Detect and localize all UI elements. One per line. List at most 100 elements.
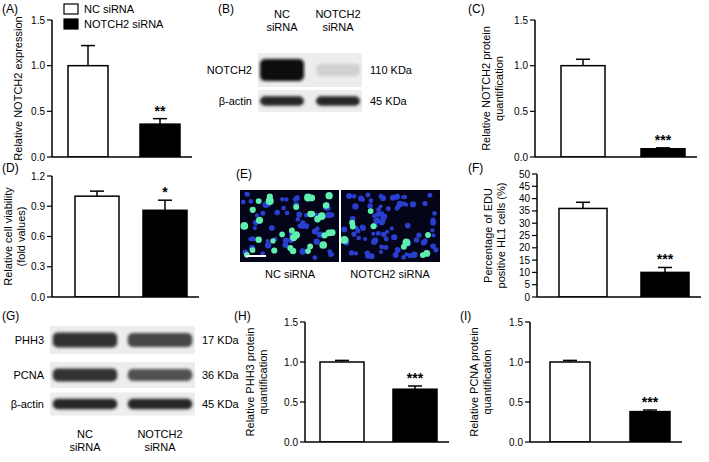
nucleus [391,234,397,240]
legend-swatch [64,19,78,29]
image-background [240,190,440,262]
y-tick-label: 0.5 [284,397,298,408]
panel-label: (A) [2,2,18,16]
edu-cell [368,208,374,214]
nucleus [371,232,375,236]
edu-cell [329,229,336,236]
error-line [87,46,89,66]
y-tick-label: 0.0 [31,152,45,163]
y-tick-label: 0.5 [509,397,523,408]
nucleus [248,237,252,241]
blot-band [128,369,193,381]
y-tick-label: 1.5 [509,317,523,328]
y-tick [530,156,535,157]
nucleus [414,237,419,242]
edu-cell [307,243,313,249]
axis-label: Relative NOTCH2 protein [480,26,492,151]
y-tick-label: 0.9 [31,201,45,212]
axis-label: (fold values) [15,207,27,267]
nucleus [356,236,361,241]
significance: *** [407,370,424,386]
panel-label: (I) [460,309,471,323]
nucleus [363,237,367,241]
y-tick [300,321,305,322]
significance: ** [155,103,166,119]
y-tick [530,111,535,112]
y-tick [47,111,52,112]
y-tick [525,321,530,322]
divider [339,190,341,262]
panel-label: (B) [218,2,234,16]
blot-strip [258,53,362,87]
image-label: NC siRNA [265,268,316,280]
bar-chart: (H)Relative PHH3 proteinquantification**… [234,309,449,448]
y-tick [47,19,52,20]
blot-band [53,333,118,348]
panel-label: (G) [2,309,19,323]
axis-label: positive HL1 cells (%) [495,183,507,289]
edu-cell [256,217,263,224]
error-bar [576,202,590,208]
y-tick-label: 1.0 [31,60,45,71]
row-label: β-actin [11,398,44,410]
nucleus [245,192,250,197]
y-tick-label: 1.0 [509,357,523,368]
nucleus [347,194,352,199]
nucleus [285,211,290,216]
y-tick [47,296,52,297]
edu-cell [287,245,293,251]
plot-area [68,46,180,157]
axis-label: quantification [493,56,505,121]
y-tick-label: 15 [519,255,531,266]
error-cap [81,45,95,47]
y-tick [532,173,537,174]
y-tick [532,260,537,261]
error-line [164,200,166,210]
nucleus [312,255,317,260]
y-tick [532,235,537,236]
error-line [582,59,584,65]
lane-label: NC [274,8,290,20]
y-tick [300,401,305,402]
error-line [96,191,98,196]
row-label: PCNA [13,369,44,381]
y-tick-label: 30 [519,218,531,229]
edu-cell [290,234,297,241]
nucleus [281,206,286,211]
nucleus [349,250,354,255]
bar [630,412,670,442]
lane-label: NOTCH2 [137,428,182,440]
error-cap [576,59,590,61]
figure: (A)Relative NOTCH2 expression**0.00.51.0… [0,0,709,462]
y-tick [532,284,537,285]
y-tick [525,401,530,402]
blot-band [316,96,360,106]
edu-cell [314,216,321,223]
significance: *** [655,132,672,148]
y-tick-label: 0.0 [31,292,45,303]
nucleus [341,227,347,233]
axis-label: Relative PCNA protein [468,327,480,436]
nucleus [405,223,411,229]
y-tick [47,175,52,176]
nucleus [381,232,386,237]
y-tick [47,236,52,237]
error-bar [90,191,104,196]
error-bar [643,410,657,412]
edu-cell [304,194,312,202]
x-axis [305,441,449,443]
bar-chart: (D)Relative cell viability(fold values)*… [2,161,199,303]
edu-cell [402,239,410,247]
nucleus [269,225,275,231]
nucleus [395,206,400,211]
nucleus [314,239,320,245]
y-tick-label: 1.5 [284,317,298,328]
nucleus [376,207,381,212]
y-tick-label: 0.0 [514,152,528,163]
error-bar [81,46,95,66]
bar [641,272,689,297]
axis-label: Relative cell viability [2,187,14,286]
nucleus [253,226,257,230]
nucleus [403,195,407,199]
bar [68,66,108,157]
